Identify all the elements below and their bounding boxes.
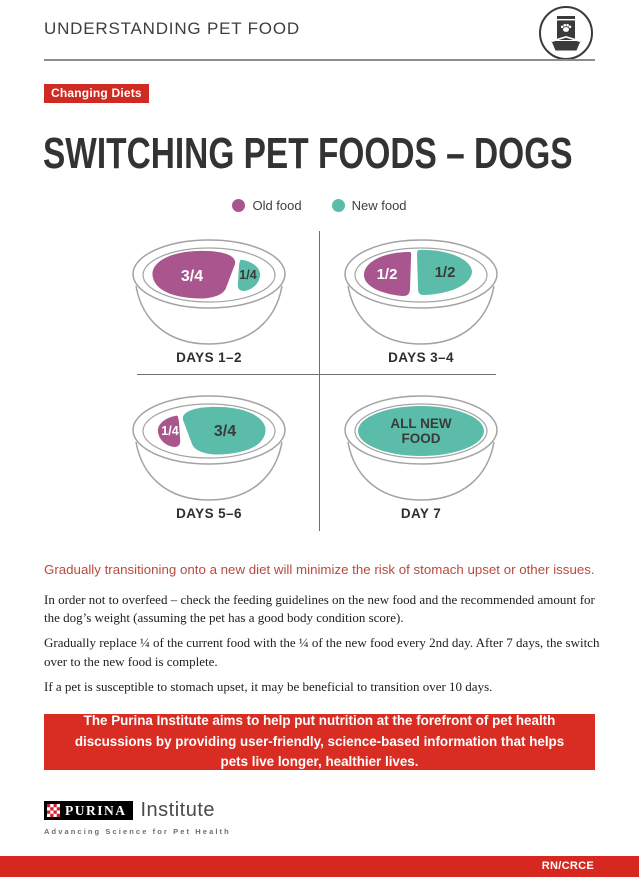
- purina-institute-logo: PURINA Institute Advancing Science for P…: [44, 799, 231, 836]
- bowl-days-1-2: 3/4 1/4 DAYS 1–2: [109, 234, 309, 365]
- body-text: In order not to overfeed – check the fee…: [44, 591, 602, 703]
- bowl-illustration: 1/2 1/2: [344, 239, 498, 345]
- legend-label: Old food: [252, 198, 302, 213]
- lead-sentence: Gradually transitioning onto a new diet …: [44, 562, 595, 577]
- paragraph-stomach-upset: If a pet is susceptible to stomach upset…: [44, 678, 493, 694]
- bowl-day-7: ALL NEW FOOD DAY 7: [321, 390, 521, 521]
- all-new-food-label-line1: ALL NEW: [390, 416, 452, 431]
- new-fraction-label: 1/2: [435, 264, 456, 281]
- bowl-illustration: 1/4 3/4: [132, 395, 286, 501]
- bowl-illustration: 3/4 1/4: [132, 239, 286, 345]
- bowl-illustration: ALL NEW FOOD: [344, 395, 498, 501]
- food-legend: Old food New food: [0, 198, 639, 213]
- purina-wordmark-box: PURINA: [44, 801, 133, 820]
- page-title: SWITCHING PET FOODS – DOGS: [43, 129, 573, 178]
- old-fraction-label: 1/4: [161, 424, 178, 438]
- purina-institute-callout: The Purina Institute aims to help put nu…: [44, 713, 595, 770]
- section-badge: Changing Diets: [44, 84, 149, 103]
- legend-label: New food: [351, 198, 407, 213]
- purina-checkerboard-icon: [47, 804, 60, 817]
- all-new-food-label-line2: FOOD: [402, 431, 441, 446]
- old-fraction-label: 3/4: [181, 268, 203, 285]
- paragraph-replace-quarter: Gradually replace ¼ of the current food …: [44, 635, 600, 669]
- bowl-caption: DAYS 1–2: [176, 350, 242, 365]
- diagram-horizontal-divider: [137, 374, 496, 375]
- bowl-caption: DAY 7: [400, 506, 442, 521]
- old-food-dot-icon: [232, 199, 246, 212]
- diagram-vertical-divider: [319, 231, 320, 531]
- new-fraction-label: 3/4: [214, 423, 236, 440]
- bowl-caption: DAYS 3–4: [388, 350, 454, 365]
- new-fraction-label: 1/4: [239, 268, 256, 282]
- new-food-portion: [358, 406, 484, 456]
- bowl-days-3-4: 1/2 1/2 DAYS 3–4: [321, 234, 521, 365]
- legend-item-old-food: Old food: [232, 198, 302, 213]
- new-food-portion: [417, 249, 472, 295]
- paragraph-overfeed: In order not to overfeed – check the fee…: [44, 592, 595, 626]
- header-divider: [44, 59, 595, 61]
- new-food-portion: [182, 406, 266, 455]
- institute-wordmark: Institute: [140, 799, 216, 821]
- new-food-portion: [237, 259, 261, 291]
- old-food-portion: [157, 415, 181, 447]
- old-food-portion: [363, 252, 412, 296]
- purina-wordmark: PURINA: [65, 803, 127, 819]
- logo-tagline: Advancing Science for Pet Health: [44, 827, 231, 836]
- bowl-caption: DAYS 5–6: [176, 506, 242, 521]
- old-food-portion: [152, 250, 236, 299]
- old-fraction-label: 1/2: [377, 266, 398, 283]
- page-header-title: UNDERSTANDING PET FOOD: [44, 19, 300, 38]
- legend-item-new-food: New food: [331, 198, 407, 213]
- bowl-days-5-6: 1/4 3/4 DAYS 5–6: [109, 390, 309, 521]
- footer-code-band: RN/CRCE: [0, 856, 639, 877]
- pet-food-bag-and-bowl-icon: [539, 6, 593, 60]
- new-food-dot-icon: [331, 199, 345, 212]
